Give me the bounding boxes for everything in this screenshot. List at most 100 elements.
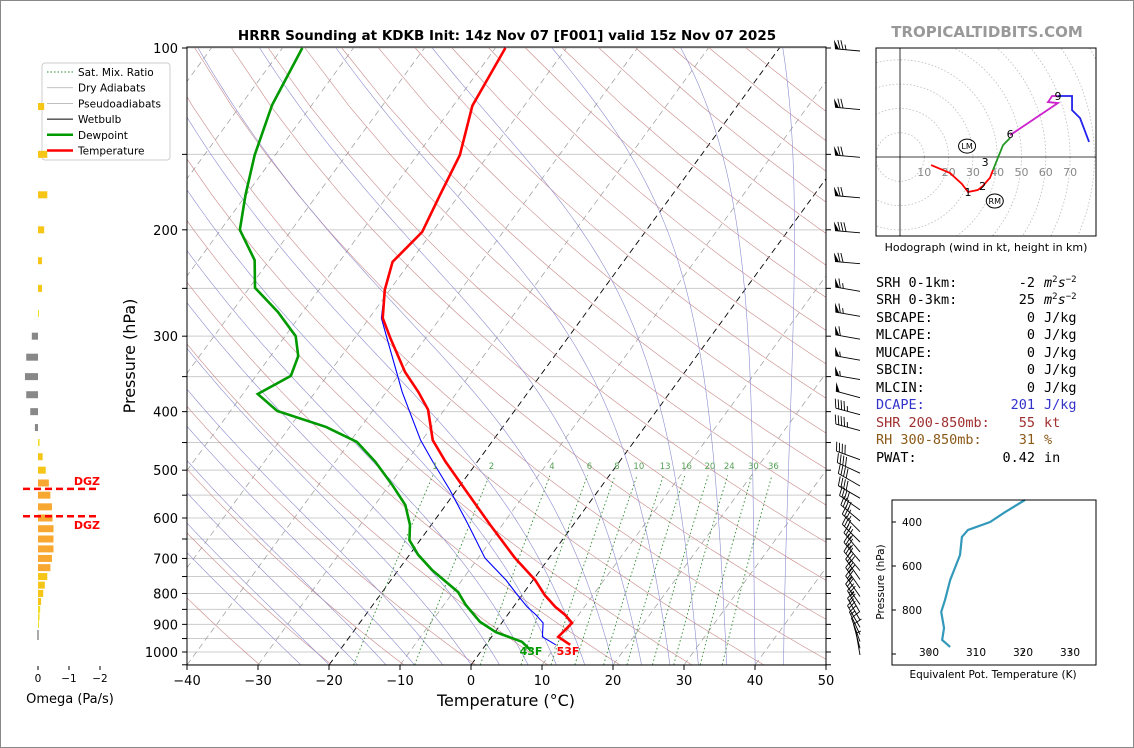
dry-adiabat-line xyxy=(304,47,826,506)
barb-half xyxy=(850,591,855,597)
stat-unit: J/kg xyxy=(1044,362,1077,378)
omega-bar xyxy=(38,257,43,265)
mixing-ratio-line xyxy=(414,475,490,665)
mixing-ratio-line xyxy=(603,475,664,665)
omega-bar xyxy=(38,439,40,447)
wind-barb xyxy=(834,414,861,431)
barb-staff xyxy=(835,311,861,317)
y-tick-label: 300 xyxy=(153,330,178,345)
barb-full xyxy=(839,454,842,464)
y-tick-label: 800 xyxy=(153,587,178,602)
barb-full xyxy=(844,489,848,500)
stat-row: DCAPE: 201 J/kg xyxy=(876,397,1077,413)
barb-staff xyxy=(847,598,861,621)
barb-full xyxy=(847,570,854,579)
wind-barb xyxy=(834,366,861,381)
stat-row: MLCIN: 0 J/kg xyxy=(876,380,1077,396)
isotherm-line xyxy=(187,47,496,472)
isotherm-line xyxy=(399,80,826,665)
y-tick-label: 600 xyxy=(153,512,178,527)
barb-flag xyxy=(833,146,840,156)
hodograph-ring-label: 30 xyxy=(966,166,980,179)
hodograph-height-label: 1 xyxy=(965,186,972,199)
stat-value: 0 xyxy=(1027,380,1035,396)
legend-item-label: Wetbulb xyxy=(78,114,122,126)
hodograph-height-label: 2 xyxy=(979,180,986,193)
barb-staff xyxy=(838,473,861,487)
barb-full xyxy=(845,456,848,467)
wind-barb xyxy=(833,39,861,52)
mixing-ratio-line xyxy=(353,475,434,665)
wind-barb xyxy=(836,453,861,474)
barb-full xyxy=(843,222,847,232)
barb-flag xyxy=(835,382,840,393)
barb-full xyxy=(845,545,852,555)
barb-full xyxy=(838,303,841,313)
barb-full xyxy=(845,468,849,479)
stat-value: 31 xyxy=(1019,432,1035,448)
mixing-ratio-line xyxy=(550,475,616,665)
theta-e-x-tick-label: 310 xyxy=(966,647,986,659)
wetbulb-line xyxy=(380,47,557,646)
theta-e-x-tick-label: 330 xyxy=(1060,647,1080,659)
wind-barb xyxy=(836,441,861,461)
omega-bar xyxy=(38,535,54,543)
wind-barb xyxy=(834,346,861,361)
wind-barb xyxy=(837,464,861,487)
pseudoadiabat-line xyxy=(259,47,642,665)
omega-bar xyxy=(38,598,42,606)
omega-panel: 0 −1 −2 DGZ DGZ xyxy=(23,103,108,685)
wind-barb xyxy=(833,186,861,199)
legend-items: Sat. Mix. Ratio Dry Adiabats Pseudoadiabat… xyxy=(47,67,161,158)
pseudoadiabat-line xyxy=(187,522,330,665)
barb-flag xyxy=(834,302,840,313)
wind-barb xyxy=(833,252,861,265)
barb-full xyxy=(839,486,843,496)
stat-label: SBCIN: xyxy=(876,362,925,378)
omega-axis-label: Omega (Pa/s) xyxy=(26,692,114,707)
barb-staff xyxy=(845,567,861,589)
barb-full xyxy=(840,465,844,476)
storm-motion-label: RM xyxy=(989,197,1002,206)
wind-barb xyxy=(855,630,862,656)
y-tick-label: 100 xyxy=(153,42,178,57)
stat-unit: J/kg xyxy=(1044,397,1077,413)
mixing-ratio-line xyxy=(652,475,709,665)
stat-row: SRH 0-3km: 25 m2s−2 xyxy=(876,292,1077,308)
skewt-background-lines xyxy=(187,47,826,665)
barb-staff xyxy=(851,617,861,642)
barb-full xyxy=(853,618,862,625)
mixing-ratio-line xyxy=(673,475,729,665)
wind-barb xyxy=(845,559,861,589)
stat-unit-part: −2 xyxy=(1066,292,1077,302)
barb-full xyxy=(846,509,852,519)
omega-bar xyxy=(38,554,52,562)
stat-unit: J/kg xyxy=(1044,327,1077,343)
stat-row: MUCAPE: 0 J/kg xyxy=(876,345,1077,361)
pseudoadiabat-line xyxy=(187,552,301,665)
barb-staff xyxy=(843,551,861,571)
wind-barb xyxy=(839,486,861,511)
stat-value: 201 xyxy=(1011,397,1035,413)
legend-item-label: Pseudoadiabats xyxy=(78,98,161,110)
omega-bar xyxy=(38,581,45,589)
y-tick-label: 400 xyxy=(153,406,178,421)
barb-half xyxy=(839,370,841,377)
omega-bar xyxy=(38,466,46,474)
barb-staff xyxy=(842,524,861,543)
wind-barb xyxy=(841,505,861,533)
hodograph-segment xyxy=(1057,95,1090,143)
dry-adiabat-line xyxy=(187,96,826,660)
stat-label: SHR 200-850mb: xyxy=(876,415,990,431)
barb-full xyxy=(847,538,854,548)
wind-barb xyxy=(851,611,861,642)
wind-barb xyxy=(843,524,861,553)
omega-bar xyxy=(38,613,40,621)
mixing-ratio-line xyxy=(520,475,588,665)
barb-staff xyxy=(855,630,861,656)
barb-staff xyxy=(835,261,861,265)
barb-half xyxy=(842,283,844,289)
barb-full xyxy=(843,401,845,411)
x-tick-label: 40 xyxy=(747,674,764,689)
